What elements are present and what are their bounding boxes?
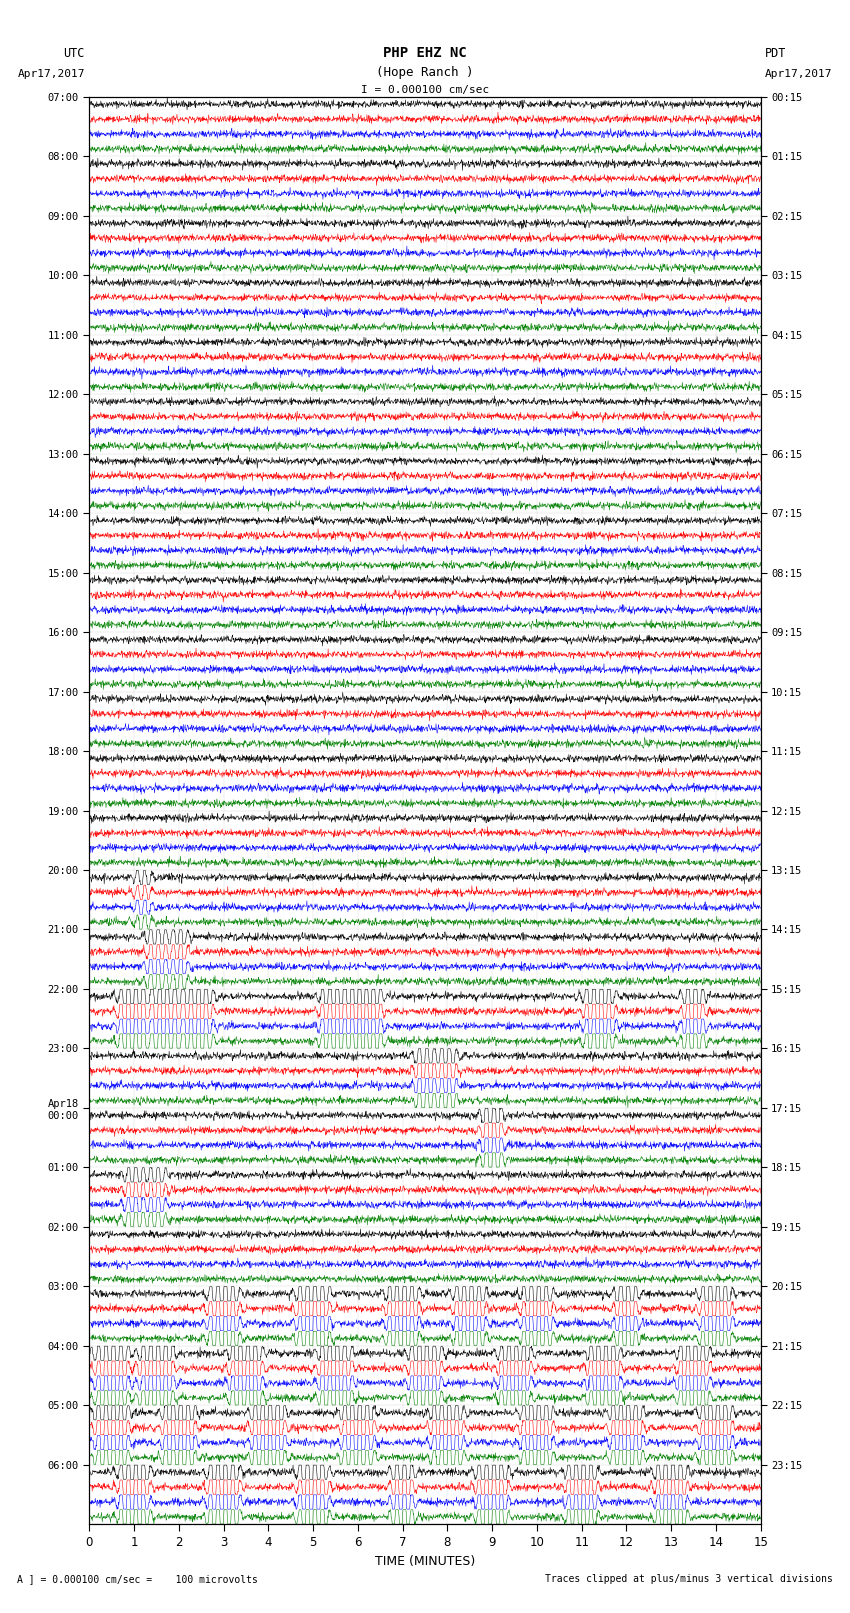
Text: Apr17,2017: Apr17,2017: [765, 69, 832, 79]
Text: PHP EHZ NC: PHP EHZ NC: [383, 45, 467, 60]
Text: I = 0.000100 cm/sec: I = 0.000100 cm/sec: [361, 85, 489, 95]
Text: PDT: PDT: [765, 47, 786, 60]
Text: (Hope Ranch ): (Hope Ranch ): [377, 66, 473, 79]
Text: Apr17,2017: Apr17,2017: [18, 69, 85, 79]
Text: Traces clipped at plus/minus 3 vertical divisions: Traces clipped at plus/minus 3 vertical …: [545, 1574, 833, 1584]
Text: UTC: UTC: [64, 47, 85, 60]
X-axis label: TIME (MINUTES): TIME (MINUTES): [375, 1555, 475, 1568]
Text: A ] = 0.000100 cm/sec =    100 microvolts: A ] = 0.000100 cm/sec = 100 microvolts: [17, 1574, 258, 1584]
